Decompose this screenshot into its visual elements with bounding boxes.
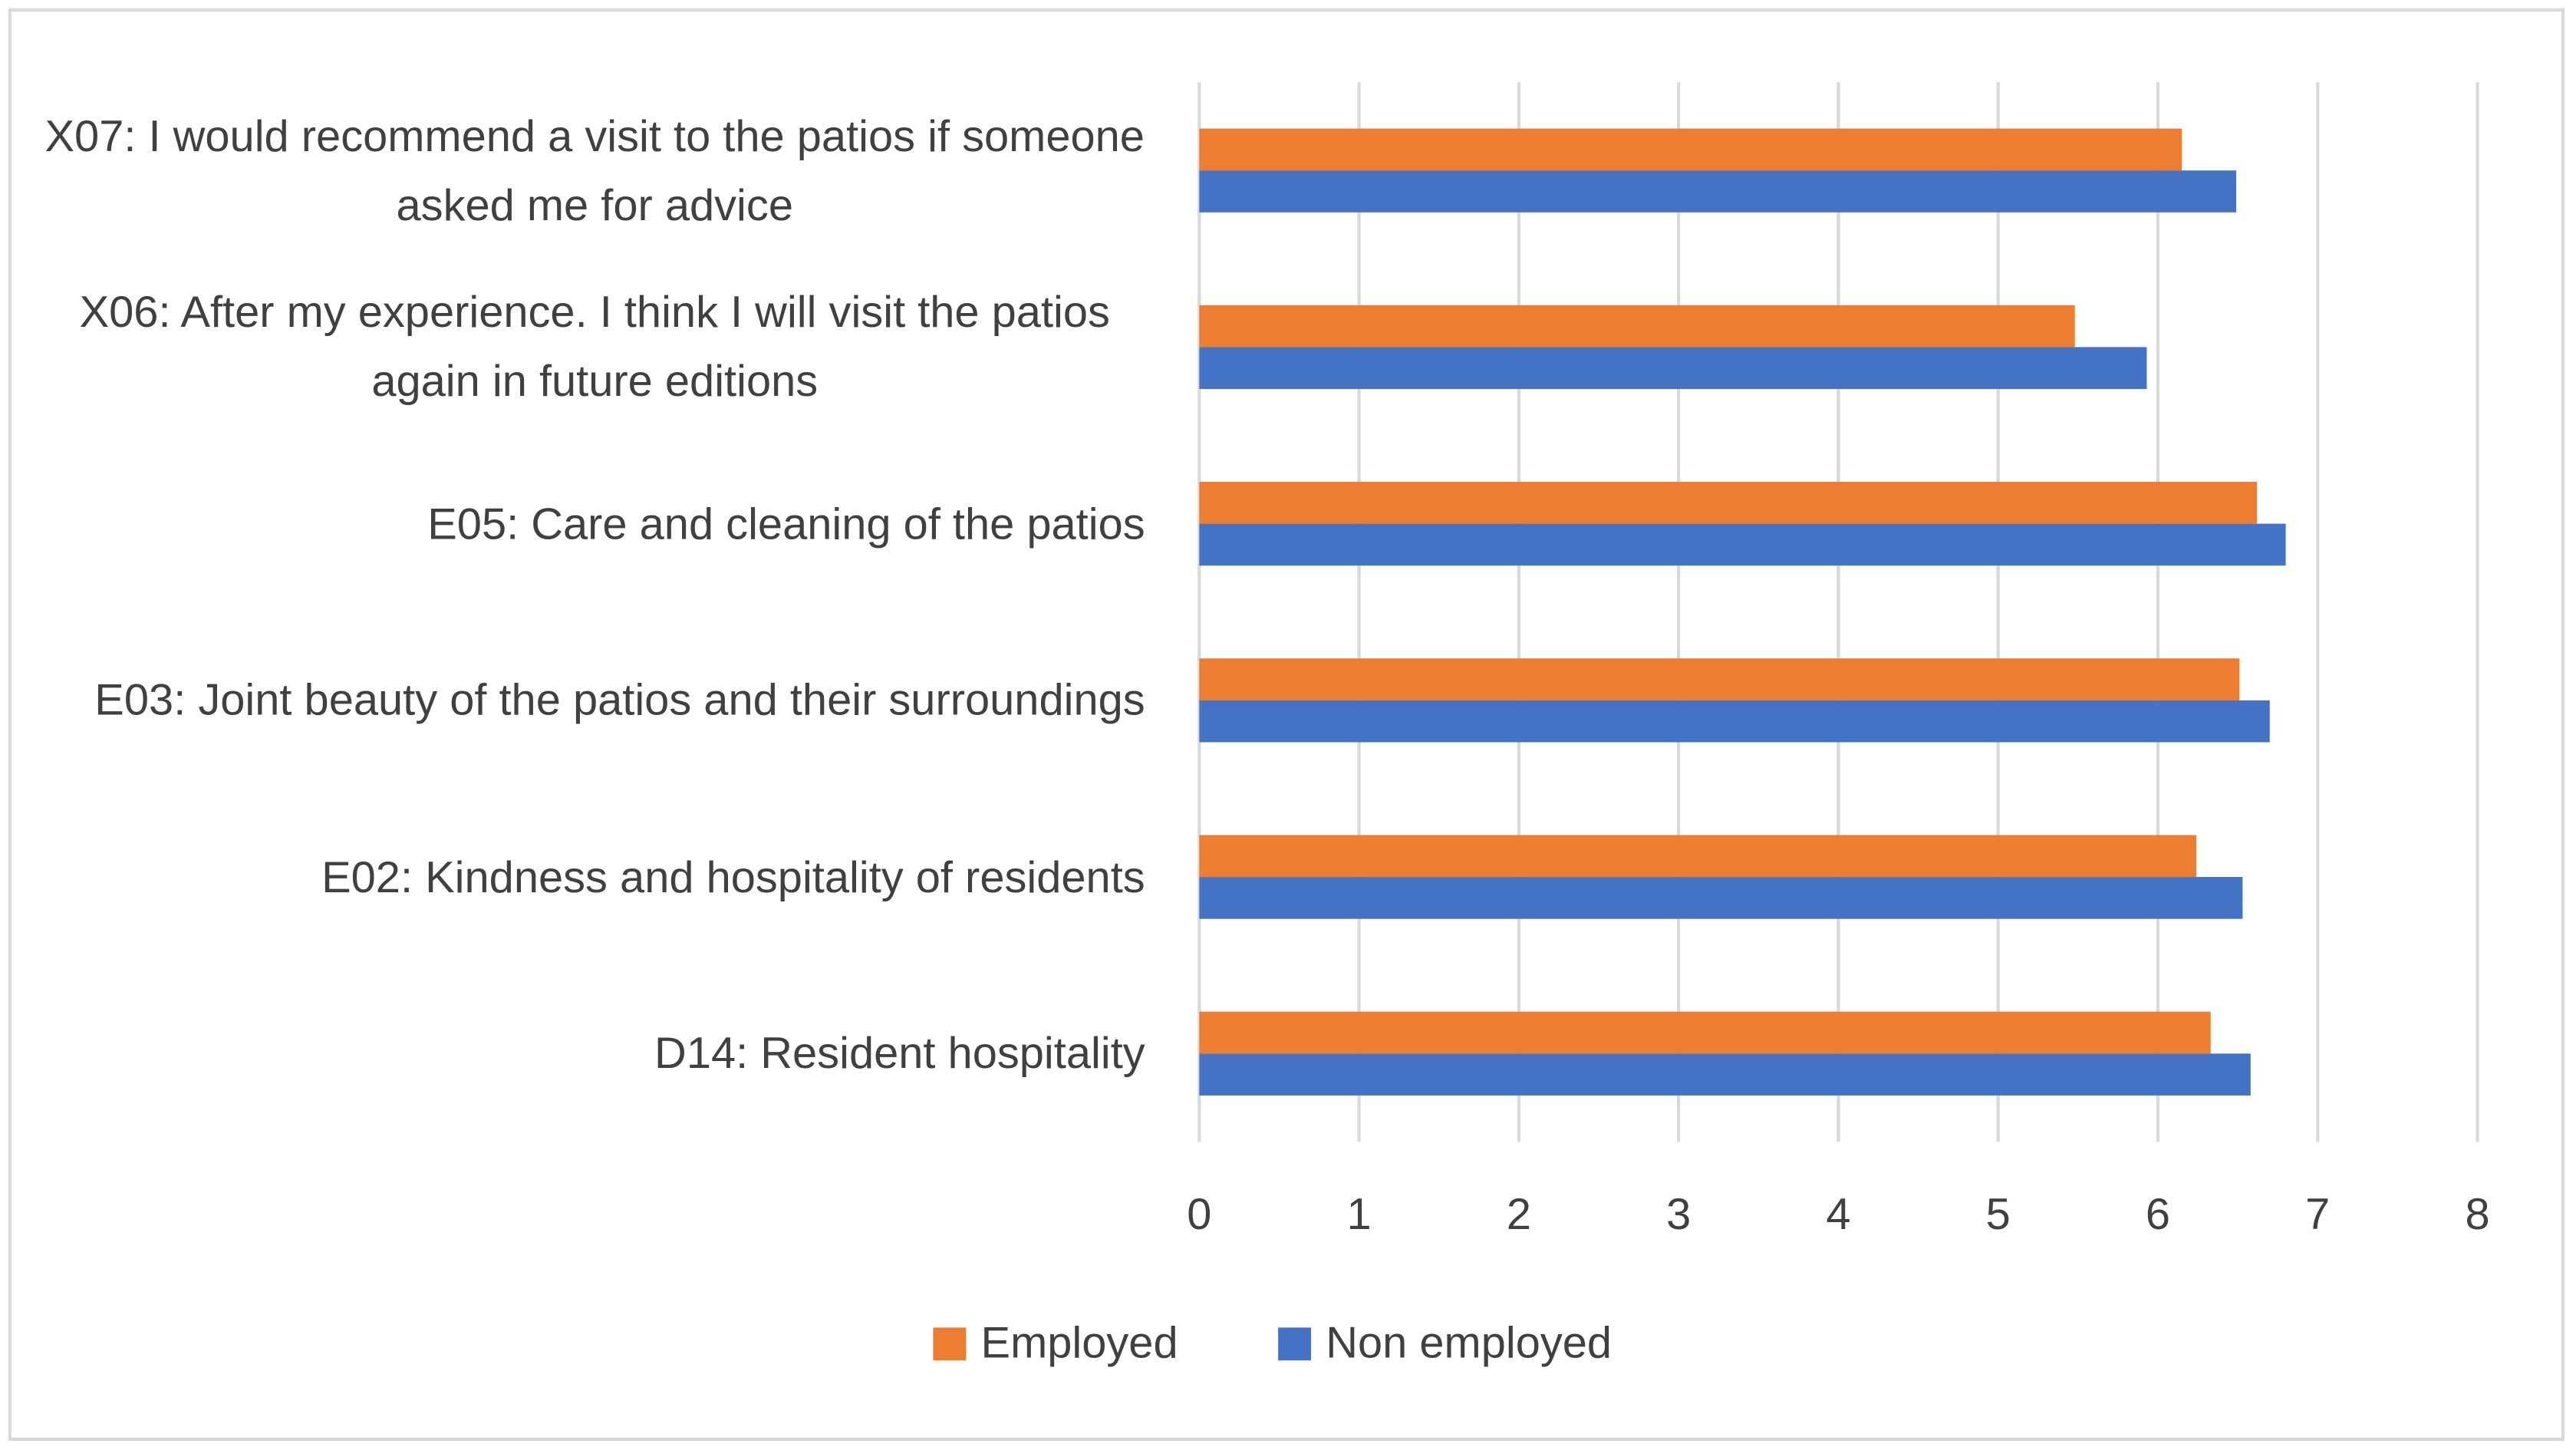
- bar: [1199, 170, 2237, 213]
- bar: [1199, 835, 2196, 878]
- category-label: D14: Resident hospitality: [44, 1019, 1145, 1088]
- bar: [1199, 1011, 2211, 1054]
- legend-label: Employed: [981, 1318, 1178, 1367]
- category-label-text: E05: Care and cleaning of the patios: [427, 499, 1145, 549]
- category-label-text: X07: I would recommend a visit to the pa…: [44, 111, 1145, 230]
- category-label-text: E03: Joint beauty of the patios and thei…: [94, 675, 1145, 725]
- category-label-text: E02: Kindness and hospitality of residen…: [321, 852, 1145, 902]
- bar: [1199, 523, 2286, 566]
- category-label: E03: Joint beauty of the patios and thei…: [44, 666, 1145, 735]
- legend-swatch: [933, 1327, 967, 1361]
- category-label: X06: After my experience. I think I will…: [44, 278, 1145, 416]
- category-label: E02: Kindness and hospitality of residen…: [44, 842, 1145, 911]
- x-tick-label: 3: [1666, 1190, 1691, 1239]
- bar: [1199, 700, 2270, 743]
- bar: [1199, 305, 2075, 348]
- legend-label: Non employed: [1326, 1318, 1612, 1367]
- x-tick-label: 6: [2146, 1190, 2170, 1239]
- bar: [1199, 658, 2240, 700]
- bar: [1199, 347, 2147, 390]
- x-tick-label: 4: [1826, 1190, 1850, 1239]
- category-label-text: X06: After my experience. I think I will…: [79, 288, 1110, 407]
- bar: [1199, 482, 2258, 524]
- category-label: E05: Care and cleaning of the patios: [44, 489, 1145, 559]
- bar: [1199, 1053, 2251, 1096]
- x-tick-label: 1: [1347, 1190, 1372, 1239]
- legend-swatch: [1278, 1327, 1311, 1361]
- x-tick-label: 2: [1507, 1190, 1531, 1239]
- bar: [1199, 877, 2243, 919]
- bar: [1199, 128, 2182, 171]
- x-tick-label: 7: [2305, 1190, 2330, 1239]
- x-tick-label: 0: [1187, 1190, 1211, 1239]
- x-tick-label: 8: [2465, 1190, 2489, 1239]
- category-label: X07: I would recommend a visit to the pa…: [44, 101, 1145, 239]
- category-label-text: D14: Resident hospitality: [654, 1029, 1145, 1079]
- x-tick-label: 5: [1986, 1190, 2011, 1239]
